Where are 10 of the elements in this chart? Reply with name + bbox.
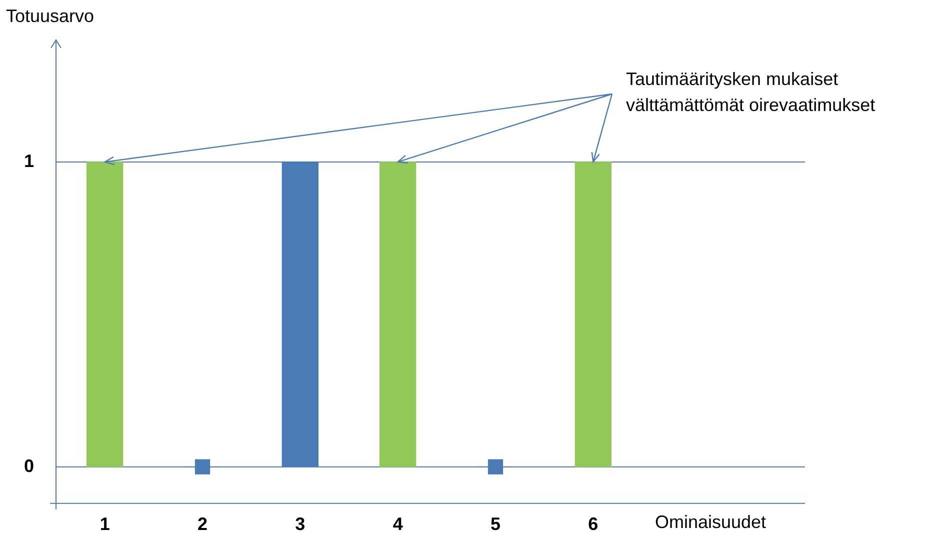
x-tick-label: 1 — [100, 514, 110, 534]
y-tick-label: 0 — [24, 456, 34, 476]
x-tick-label: 6 — [588, 514, 598, 534]
x-tick-label: 5 — [490, 514, 501, 534]
x-tick-label: 3 — [295, 514, 306, 534]
x-tick-label: 4 — [392, 514, 403, 534]
x-axis-title: Ominaisuudet — [655, 512, 766, 533]
annotation: Tautimääritysken mukaiset välttämättömät oirevaatimukset — [626, 68, 876, 117]
x-tick-label: 2 — [198, 514, 208, 534]
y-axis-title: Totuusarvo — [6, 6, 94, 27]
